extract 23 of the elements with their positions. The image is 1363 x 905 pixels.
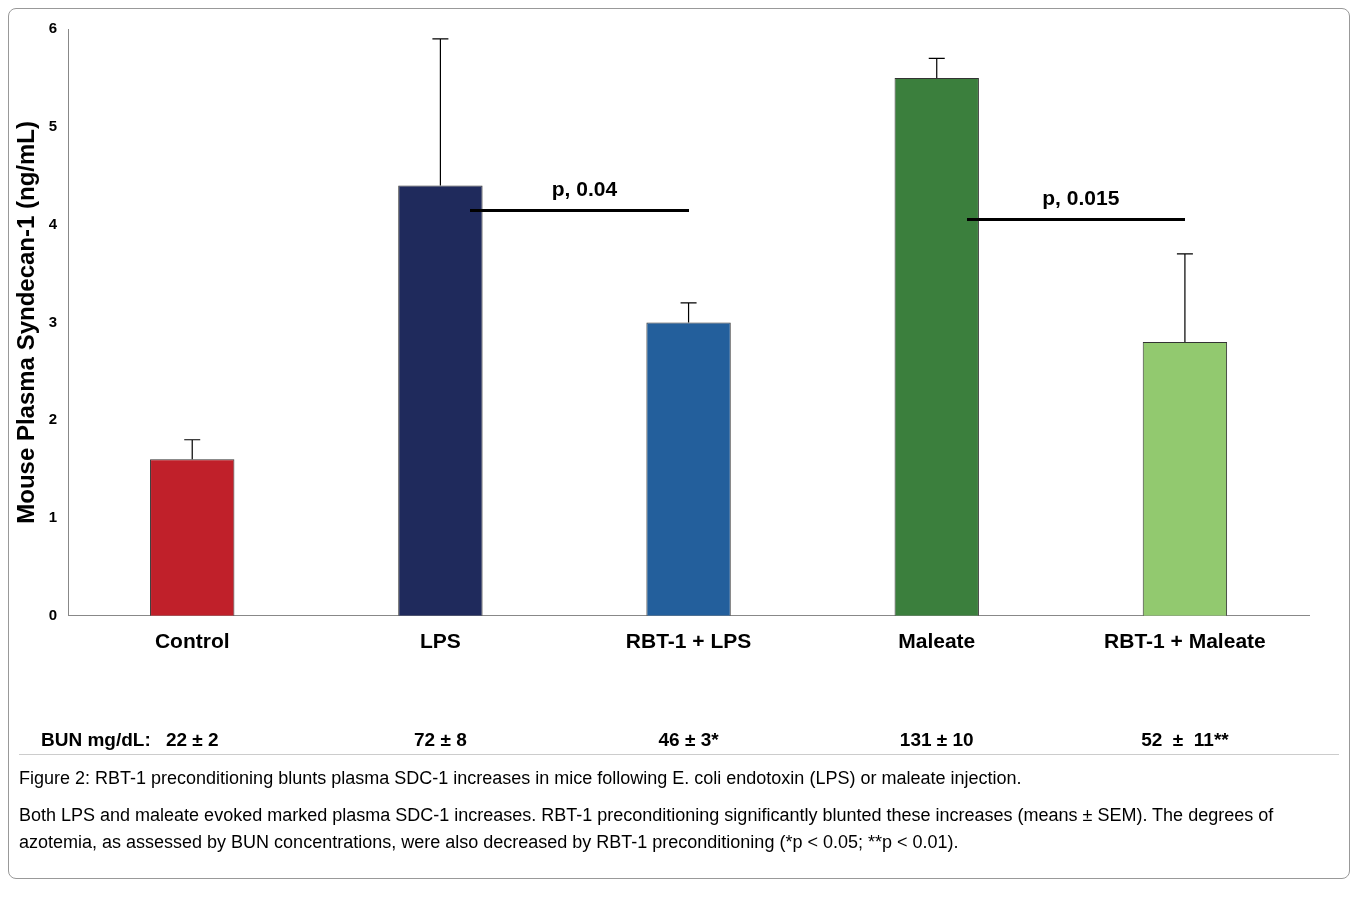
y-tick-label: 6	[48, 19, 58, 37]
y-axis-title: Mouse Plasma Syndecan-1 (ng/mL)	[12, 121, 40, 524]
y-tick-label: 5	[48, 116, 58, 134]
text: 131 ± 10	[898, 729, 975, 751]
annotation: p, 0.015	[1041, 185, 1121, 210]
x-tick-label: Control	[154, 629, 230, 653]
x-tick-label: RBT-1 + Maleate	[1104, 629, 1266, 653]
x-tick-label: LPS	[419, 629, 461, 653]
x-tick-label: RBT-1 + LPS	[625, 629, 752, 653]
annotation: p, 0.04	[550, 176, 619, 201]
text: 22 ± 2	[165, 729, 219, 750]
text: Both LPS and maleate evoked marked plasma SDC-1 increases. RBT-1 preconditioning significantly blunted these increases (means ± SEM). The degrees of azotemia, as assessed by BUN concentrations, were also decreased by RBT-1 preconditioning (*p < 0.05; **p < 0.01).	[19, 804, 1275, 854]
text: 46 ± 3*	[657, 729, 720, 751]
text: BUN mg/dL:	[41, 729, 151, 751]
y-tick-label: 3	[48, 312, 58, 330]
y-tick-label: 0	[48, 605, 58, 623]
caption: Figure 2: RBT-1 preconditioning blunts plasma SDC-1 increases in mice following E. coli endotoxin (LPS) or maleate injection.	[19, 767, 1023, 790]
y-tick-label: 4	[48, 214, 58, 232]
text: 52 ± 11**	[1140, 729, 1230, 751]
y-tick-label: 2	[48, 410, 58, 428]
y-tick-label: 1	[48, 508, 58, 526]
x-tick-label: Maleate	[898, 629, 976, 653]
text: 72 ± 8	[413, 729, 468, 751]
